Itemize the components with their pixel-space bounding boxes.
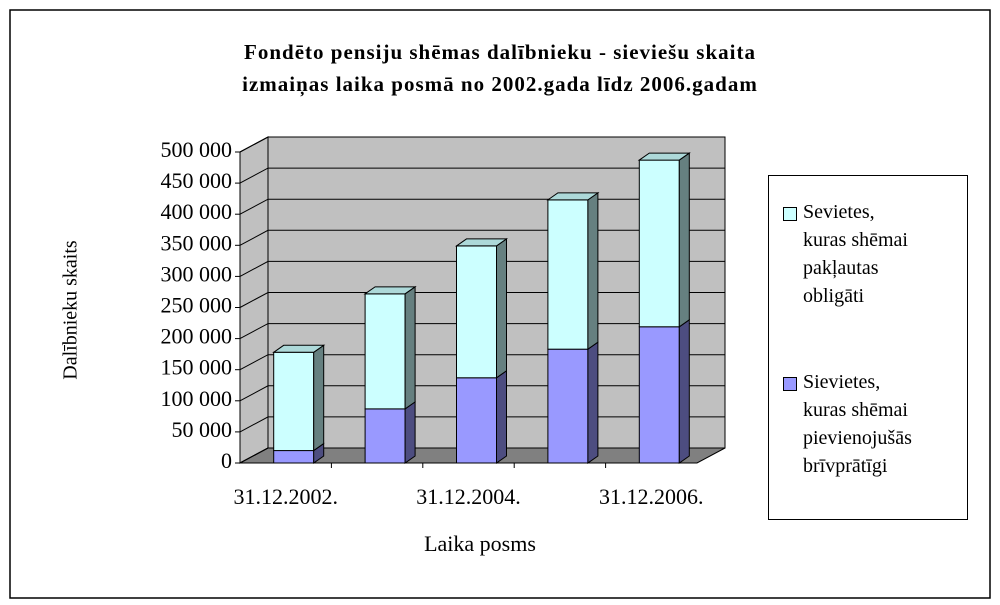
bar-side (404, 400, 416, 464)
bar-segment (638, 159, 680, 328)
chart-title: Fondēto pensiju shēmas dalībnieku - siev… (242, 40, 758, 96)
y-tick-label: 300 000 (161, 261, 233, 286)
bar-side (313, 344, 325, 452)
bar-segment (273, 450, 315, 464)
bar-top (637, 152, 691, 161)
x-tick-label: 31.12.2002. (233, 484, 338, 509)
grid-line (239, 136, 725, 153)
y-tick-label: 0 (221, 448, 232, 473)
x-tick-label: 31.12.2006. (599, 484, 704, 509)
grid-line (239, 167, 725, 184)
x-axis-title: Laika posms (424, 531, 536, 556)
bar-segment (547, 348, 589, 464)
bar-side (404, 285, 416, 410)
y-tick-label: 400 000 (161, 199, 233, 224)
legend-label: Sievietes, kuras shēmai pievienojušās br… (803, 371, 912, 477)
y-tick-label: 450 000 (161, 168, 233, 193)
bar-segment (456, 377, 497, 464)
bar-side (496, 369, 507, 464)
legend-swatch (783, 377, 797, 391)
bar-side (678, 152, 690, 328)
y-tick-label: 150 000 (161, 355, 233, 380)
bar-top (454, 238, 509, 247)
bar-side (587, 341, 599, 464)
bar-segment (456, 245, 497, 379)
y-tick-label: 500 000 (161, 137, 233, 162)
bar-side (587, 191, 599, 351)
bar-segment (364, 293, 406, 410)
bar-top (272, 344, 326, 353)
y-tick-label: 100 000 (161, 386, 233, 411)
y-tick-label: 50 000 (172, 417, 233, 442)
y-axis-title: Dalībnieku skaits (60, 240, 82, 380)
legend-label: Sevietes, kuras shēmai pakļautas obligāt… (803, 201, 908, 307)
y-tick-label: 350 000 (161, 230, 233, 255)
bar-side (496, 237, 507, 379)
y-tick-label: 250 000 (161, 293, 233, 318)
bar-segment (273, 351, 315, 452)
bar-side (678, 318, 690, 464)
x-tick-label: 31.12.2004. (416, 484, 521, 509)
y-tick-label: 200 000 (161, 324, 233, 349)
bar-segment (547, 199, 589, 350)
legend: Sevietes, kuras shēmai pakļautas obligāt… (768, 175, 968, 520)
bar-top (546, 192, 600, 201)
bar-segment (364, 408, 406, 464)
bar-segment (638, 326, 680, 464)
legend-swatch (783, 207, 797, 221)
bar-top (363, 286, 417, 295)
